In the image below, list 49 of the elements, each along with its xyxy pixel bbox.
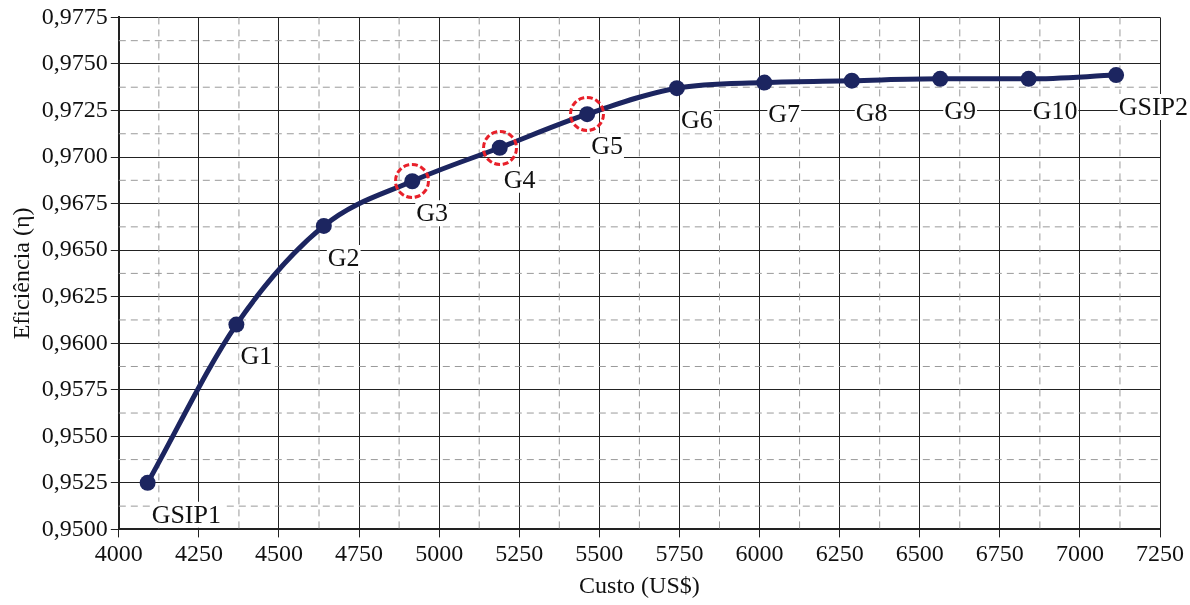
point bbox=[315, 217, 332, 234]
annotation: G5 bbox=[591, 131, 623, 161]
y-tick-label: 0,9575 bbox=[41, 375, 108, 402]
y-axis-title: Eficiência (η) bbox=[7, 207, 34, 340]
y-tick-label: 0,9625 bbox=[41, 281, 108, 308]
point bbox=[932, 70, 949, 87]
x-tick-label: 5750 bbox=[655, 540, 704, 567]
y-tick-label: 0,9725 bbox=[41, 95, 108, 122]
y-tick-label: 0,9650 bbox=[41, 235, 108, 262]
y-tick-label: 0,9700 bbox=[41, 142, 108, 169]
x-tick-label: 6500 bbox=[895, 540, 944, 567]
point bbox=[1020, 70, 1037, 87]
x-tick-label: 4750 bbox=[335, 540, 384, 567]
annotation: GSIP1 bbox=[151, 499, 221, 529]
x-tick-label: 6250 bbox=[815, 540, 864, 567]
point bbox=[843, 72, 860, 89]
y-tick-label: 0,9750 bbox=[41, 49, 108, 76]
annotation: G8 bbox=[855, 97, 888, 127]
annotation: G1 bbox=[240, 341, 273, 371]
x-tick-label: 7250 bbox=[1136, 540, 1184, 567]
x-tick-label: 5250 bbox=[495, 540, 544, 567]
annotation: G7 bbox=[768, 99, 801, 129]
point bbox=[139, 474, 156, 491]
y-tick-label: 0,9600 bbox=[41, 328, 108, 355]
annotation: G4 bbox=[503, 164, 536, 194]
annotation: G3 bbox=[416, 198, 449, 228]
point bbox=[756, 74, 773, 91]
x-tick-label: 5500 bbox=[575, 540, 624, 567]
x-tick-label: 4000 bbox=[94, 540, 143, 567]
annotation: GSIP2 bbox=[1118, 91, 1188, 121]
y-tick-label: 0,9500 bbox=[41, 514, 108, 541]
y-tick-label: 0,9550 bbox=[41, 421, 108, 448]
point bbox=[668, 80, 685, 97]
x-tick-label: 6750 bbox=[975, 540, 1024, 567]
y-tick-label: 0,9775 bbox=[41, 2, 108, 29]
annotation: G6 bbox=[680, 104, 713, 134]
x-tick-label: 4500 bbox=[254, 540, 303, 567]
x-tick-label: 6000 bbox=[735, 540, 784, 567]
point bbox=[228, 316, 245, 333]
annotation: G9 bbox=[944, 95, 977, 125]
annotation: G2 bbox=[327, 242, 360, 272]
point bbox=[1108, 67, 1125, 84]
y-tick-label: 0,9675 bbox=[41, 188, 108, 215]
x-axis-title: Custo (US$) bbox=[579, 571, 700, 598]
x-tick-label: 5000 bbox=[415, 540, 464, 567]
annotation: G10 bbox=[1032, 95, 1078, 125]
y-tick-label: 0,9525 bbox=[41, 468, 108, 495]
x-tick-label: 4250 bbox=[174, 540, 223, 567]
x-tick-label: 7000 bbox=[1055, 540, 1104, 567]
